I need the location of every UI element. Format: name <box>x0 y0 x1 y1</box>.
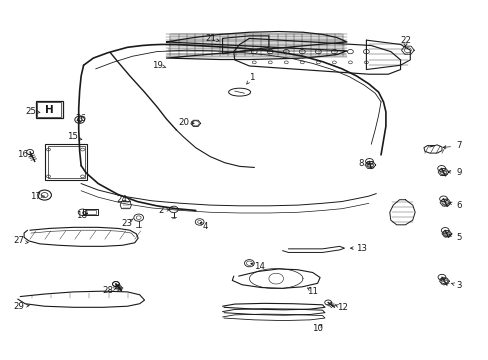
Text: 27: 27 <box>14 237 25 246</box>
Text: H: H <box>45 105 54 115</box>
Text: 23: 23 <box>121 219 132 228</box>
Text: 6: 6 <box>455 201 461 210</box>
Circle shape <box>437 274 445 280</box>
Text: 25: 25 <box>25 107 36 116</box>
Text: 26: 26 <box>76 114 86 123</box>
Text: 2: 2 <box>159 206 164 215</box>
Text: 22: 22 <box>399 36 410 45</box>
Text: 13: 13 <box>355 244 366 253</box>
Circle shape <box>365 158 373 164</box>
Text: 28: 28 <box>102 285 113 294</box>
Circle shape <box>439 196 447 202</box>
Text: 1: 1 <box>248 73 254 82</box>
Bar <box>36 101 62 118</box>
Text: 5: 5 <box>455 233 461 242</box>
Text: 17: 17 <box>30 192 41 201</box>
Bar <box>84 211 96 214</box>
Text: 11: 11 <box>306 287 318 296</box>
Text: 18: 18 <box>76 211 86 220</box>
Bar <box>44 144 87 180</box>
Text: 9: 9 <box>455 168 461 177</box>
Text: 7: 7 <box>455 141 461 150</box>
Text: 19: 19 <box>152 61 163 70</box>
Circle shape <box>440 228 448 233</box>
Text: 21: 21 <box>204 34 215 43</box>
Text: 15: 15 <box>67 132 78 141</box>
Bar <box>82 210 98 215</box>
Bar <box>47 146 84 178</box>
Text: 24: 24 <box>116 194 127 203</box>
Text: 12: 12 <box>336 303 347 312</box>
Text: 3: 3 <box>455 281 461 290</box>
Text: 4: 4 <box>203 222 208 231</box>
Text: 8: 8 <box>358 159 364 168</box>
Bar <box>37 102 61 117</box>
Text: 29: 29 <box>14 302 24 311</box>
Text: 14: 14 <box>253 262 264 271</box>
Text: 16: 16 <box>17 150 28 159</box>
Text: 20: 20 <box>178 118 189 127</box>
Circle shape <box>437 166 445 171</box>
Text: 10: 10 <box>311 324 323 333</box>
